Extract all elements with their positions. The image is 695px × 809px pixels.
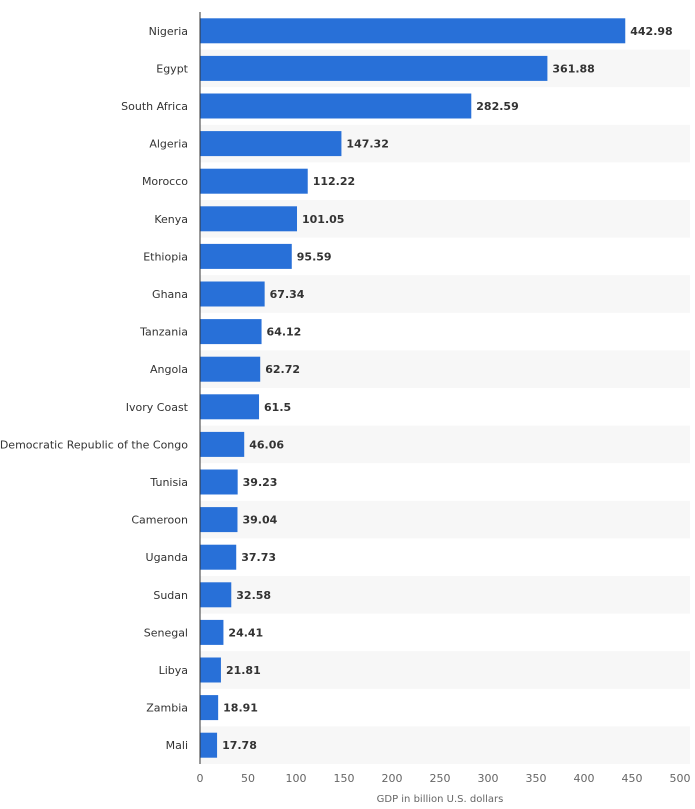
row-band [200,500,690,539]
row-band [200,726,690,764]
x-axis-title: GDP in billion U.S. dollars [377,794,504,805]
x-tick-label: 150 [334,772,355,785]
data-label: 18.91 [223,702,258,715]
data-label: 39.04 [242,514,277,527]
bar[interactable] [200,356,261,382]
row-band [200,425,690,464]
category-label: Mali [166,739,188,752]
bar[interactable] [200,243,292,269]
bar[interactable] [200,544,237,570]
category-label: Ghana [152,288,188,301]
row-bands [200,49,690,764]
row-band [200,350,690,388]
data-label: 37.73 [241,551,276,564]
bar[interactable] [200,431,245,457]
x-axis-ticks: 0 50 100 150 200 250 300 350 400 450 500 [197,772,691,785]
bar[interactable] [200,131,342,157]
category-label: Cameroon [131,514,188,527]
bar[interactable] [200,319,262,345]
x-tick-label: 250 [430,772,451,785]
data-label: 282.59 [476,100,518,113]
data-label: 147.32 [346,138,388,151]
value-labels: 442.98 361.88 282.59 147.32 112.22 101.05 95.5… [222,25,673,752]
x-tick-label: 200 [382,772,403,785]
category-label: Tunisia [149,476,188,489]
bar[interactable] [200,206,298,232]
category-label: Libya [159,664,188,677]
category-label: Algeria [149,138,188,151]
data-label: 17.78 [222,739,257,752]
data-label: 361.88 [552,62,594,75]
data-label: 21.81 [226,664,261,677]
category-label: Morocco [142,175,188,188]
row-band [200,576,690,614]
x-tick-label: 300 [478,772,499,785]
bar[interactable] [200,55,548,81]
row-band [200,651,690,689]
bar[interactable] [200,582,232,608]
bar[interactable] [200,657,221,683]
category-label: Egypt [156,62,188,75]
x-tick-label: 350 [526,772,547,785]
bar[interactable] [200,469,238,495]
data-label: 442.98 [630,25,672,38]
x-tick-label: 50 [241,772,255,785]
bar[interactable] [200,281,265,307]
bars [200,18,626,758]
data-label: 32.58 [236,589,271,602]
bar[interactable] [200,732,218,758]
category-label: Ethiopia [143,250,188,263]
data-label: 62.72 [265,363,300,376]
category-label: Kenya [154,213,188,226]
data-label: 46.06 [249,438,284,451]
category-label: Tanzania [139,326,188,339]
category-label: South Africa [121,100,188,113]
category-label: Senegal [144,626,188,639]
data-label: 101.05 [302,213,344,226]
category-labels: Nigeria Egypt South Africa Algeria Morocco Ke… [0,25,189,752]
category-label: Nigeria [149,25,188,38]
bar[interactable] [200,168,308,194]
x-tick-label: 0 [197,772,204,785]
data-label: 64.12 [267,326,302,339]
data-label: 67.34 [270,288,305,301]
x-tick-label: 100 [286,772,307,785]
category-label: Angola [150,363,188,376]
category-label: Zambia [146,702,188,715]
category-label: Uganda [146,551,188,564]
bar[interactable] [200,394,260,420]
bar[interactable] [200,507,238,533]
data-label: 95.59 [297,250,332,263]
bar[interactable] [200,619,224,645]
data-label: 39.23 [243,476,278,489]
bar[interactable] [200,695,219,721]
data-label: 24.41 [228,626,263,639]
category-label: Sudan [153,589,188,602]
data-label: 112.22 [313,175,355,188]
x-tick-label: 500 [670,772,691,785]
bar[interactable] [200,93,472,119]
bar[interactable] [200,18,626,44]
row-band [200,275,690,313]
data-label: 61.5 [264,401,291,414]
x-tick-label: 450 [622,772,643,785]
x-tick-label: 400 [574,772,595,785]
category-label: Democratic Republic of the Congo [0,438,188,451]
category-label: Ivory Coast [126,401,189,414]
